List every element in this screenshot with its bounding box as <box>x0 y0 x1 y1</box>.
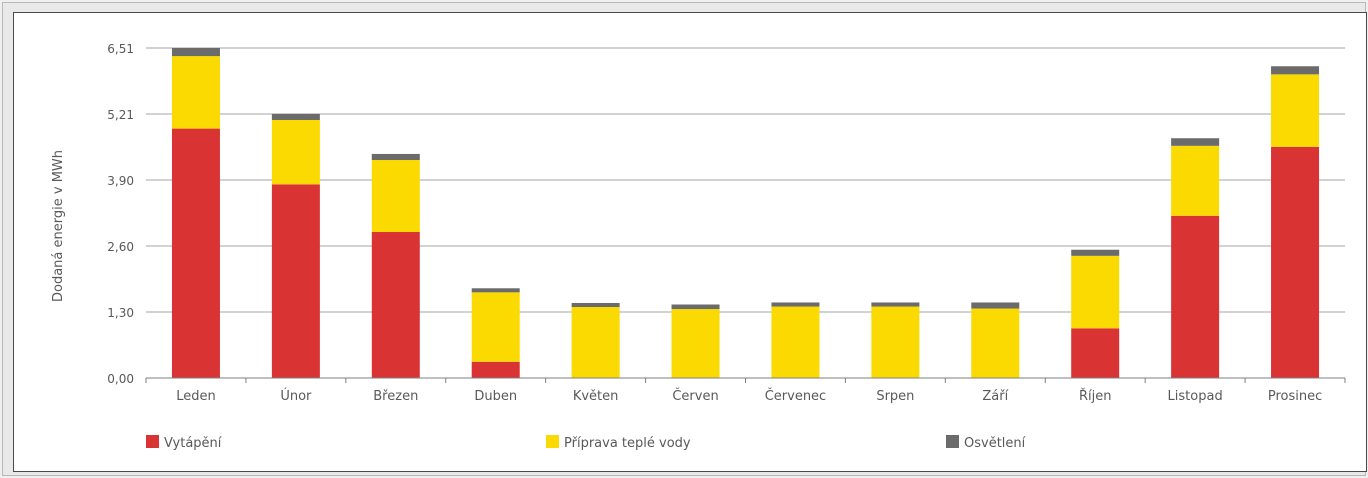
bar-segment <box>171 56 220 129</box>
grid-lines <box>146 47 1345 313</box>
bar-segment <box>271 184 320 378</box>
bar-segment <box>271 113 320 120</box>
bar-segment <box>771 302 820 307</box>
bar-segment <box>171 128 220 378</box>
x-tick-label: Květen <box>573 389 619 404</box>
bar-segment <box>1171 145 1220 216</box>
bar-segment <box>671 309 720 378</box>
bars <box>171 48 1320 378</box>
y-tick-label: 5,21 <box>107 108 134 122</box>
legend-label: Osvětlení <box>964 436 1026 451</box>
stacked-bar-chart: 0,00 1,30 2,60 3,90 5,21 6,51 Leden Únor Březen D… <box>51 42 1346 451</box>
y-tick-label: 6,51 <box>107 42 134 56</box>
x-tick-label: Prosinec <box>1268 389 1322 404</box>
bar-segment <box>871 302 920 307</box>
x-tick-label: Červenec <box>765 388 827 404</box>
bar-segment <box>1171 138 1220 146</box>
bar-segment <box>1071 255 1120 329</box>
bar-segment <box>171 48 220 57</box>
y-tick-label: 2,60 <box>107 240 134 254</box>
x-tick-label: Březen <box>373 389 418 404</box>
chart-panel: 0,00 1,30 2,60 3,90 5,21 6,51 Leden Únor Březen D… <box>13 12 1367 472</box>
legend-label: Příprava teplé vody <box>564 436 691 451</box>
bar-segment <box>571 307 620 378</box>
x-tick-label: Červen <box>672 388 718 404</box>
legend-swatch <box>546 435 559 448</box>
bar-segment <box>371 160 420 233</box>
bar-segment <box>471 292 520 362</box>
x-tick-label: Listopad <box>1168 389 1223 404</box>
y-tick-label: 1,30 <box>107 306 134 320</box>
legend-swatch <box>146 435 159 448</box>
x-tick-label: Leden <box>176 389 216 404</box>
bar-segment <box>1271 74 1320 147</box>
bar-segment <box>871 306 920 378</box>
legend-swatch <box>946 435 959 448</box>
x-tick-label: Říjen <box>1079 388 1112 404</box>
y-axis-label: Dodaná energie v MWh <box>51 150 66 302</box>
bar-segment <box>471 288 520 293</box>
bar-segment <box>1271 66 1320 75</box>
axes: 0,00 1,30 2,60 3,90 5,21 6,51 Leden Únor Březen D… <box>107 42 1346 404</box>
x-tick-label: Únor <box>280 388 312 404</box>
bar-segment <box>371 153 420 161</box>
bar-segment <box>671 304 720 310</box>
legend-label: Vytápění <box>164 436 222 451</box>
y-tick-label: 0,00 <box>107 372 134 386</box>
bar-segment <box>971 302 1020 309</box>
bar-segment <box>371 232 420 378</box>
x-tick-label: Září <box>982 389 1008 404</box>
bar-segment <box>1071 249 1120 256</box>
bar-segment <box>1171 215 1220 378</box>
bar-segment <box>771 306 820 378</box>
bar-segment <box>1071 328 1120 378</box>
x-tick-label: Srpen <box>876 389 914 404</box>
x-tick-label: Duben <box>474 389 517 404</box>
legend: Vytápění Příprava teplé vody Osvětlení <box>146 435 1026 451</box>
y-tick-label: 3,90 <box>107 174 134 188</box>
bar-segment <box>571 302 620 308</box>
bar-segment <box>1271 146 1320 378</box>
bar-segment <box>471 361 520 378</box>
bar-segment <box>271 119 320 185</box>
bar-segment <box>971 308 1020 378</box>
